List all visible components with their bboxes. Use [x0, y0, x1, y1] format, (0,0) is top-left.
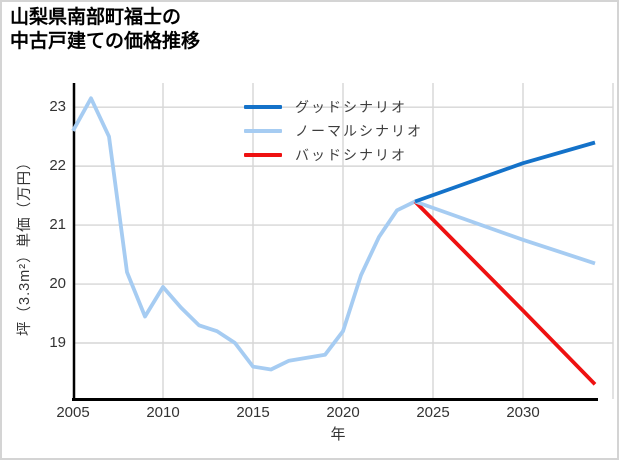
series-line-normal-scenario: [414, 199, 596, 266]
legend-line-swatch-normal-scenario: [244, 129, 282, 133]
series-line-history: [71, 96, 416, 372]
y-tick-label: 20: [49, 275, 66, 293]
x-tick-label: 2015: [236, 404, 270, 421]
legend-line-swatch-good-scenario: [244, 105, 282, 109]
chart-title-line1: 山梨県南部町福士の: [10, 7, 182, 28]
x-axis-label: 年: [330, 426, 346, 443]
y-tick-label: 23: [49, 98, 66, 116]
series-line-bad-scenario: [413, 200, 597, 386]
x-tick-label: 2030: [506, 404, 540, 421]
legend-item-good-scenario: グッドシナリオ: [244, 95, 423, 119]
y-tick-label: 22: [49, 157, 66, 175]
y-axis-label: 坪（3.3m²）単価（万円）: [17, 154, 33, 336]
legend-item-normal-scenario: ノーマルシナリオ: [244, 119, 423, 143]
legend-item-bad-scenario: バッドシナリオ: [244, 143, 423, 167]
chart-title: 山梨県南部町福士の 中古戸建ての価格推移: [10, 6, 200, 54]
chart-title-line2: 中古戸建ての価格推移: [10, 31, 201, 52]
x-tick-label: 2005: [56, 404, 90, 421]
x-tick-label: 2020: [326, 404, 360, 421]
legend: グッドシナリオ ノーマルシナリオ バッドシナリオ: [244, 95, 423, 167]
legend-line-swatch-bad-scenario: [244, 153, 282, 157]
series-line-good-scenario: [414, 140, 596, 204]
x-tick-label: 2025: [416, 404, 450, 421]
y-tick-label: 21: [49, 216, 66, 234]
legend-label-bad-scenario: バッドシナリオ: [295, 147, 407, 163]
y-tick-label: 19: [49, 333, 66, 351]
legend-label-good-scenario: グッドシナリオ: [295, 99, 407, 115]
legend-label-normal-scenario: ノーマルシナリオ: [295, 123, 423, 139]
x-tick-label: 2010: [146, 404, 180, 421]
